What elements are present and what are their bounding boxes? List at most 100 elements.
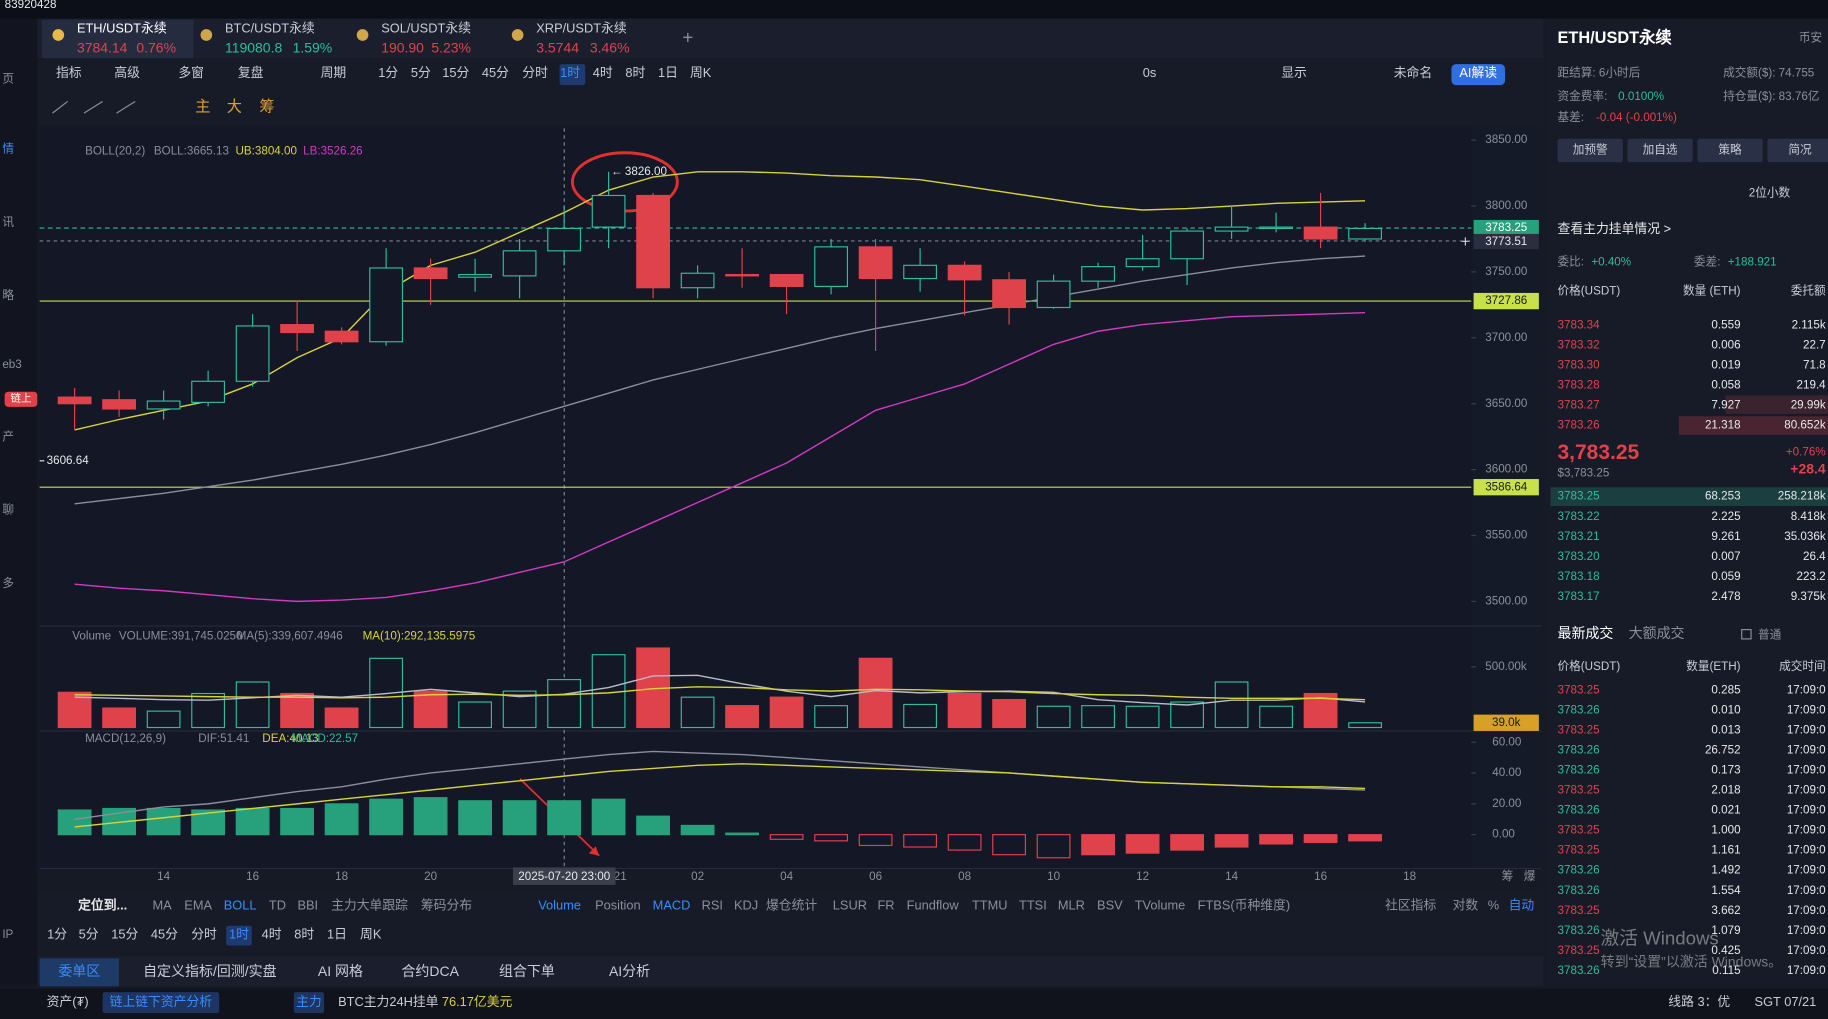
period[interactable]: 15分 bbox=[111, 926, 138, 941]
tab-name[interactable]: BTC/USDT永续 bbox=[225, 21, 315, 36]
draw-tool[interactable]: 主 bbox=[195, 98, 210, 115]
period-active[interactable] bbox=[559, 64, 586, 86]
sub-indicator[interactable]: Volume bbox=[538, 897, 581, 912]
sub-indicator[interactable]: RSI bbox=[702, 897, 723, 912]
active-bottom-tab[interactable] bbox=[39, 958, 119, 987]
toolbar-item[interactable]: 15分 bbox=[442, 65, 469, 80]
draw-tool[interactable]: 筹 bbox=[259, 98, 274, 115]
bottom-tab[interactable]: 委单区 bbox=[58, 963, 100, 979]
sidebar-label[interactable]: 讯 bbox=[2, 216, 14, 229]
label[interactable]: 最新成交 bbox=[1558, 625, 1614, 641]
main-indicator[interactable]: BOLL bbox=[224, 897, 257, 912]
indicator-option[interactable]: % bbox=[1488, 897, 1499, 912]
indicator-option[interactable]: 自动 bbox=[1509, 897, 1535, 912]
toolbar-item[interactable]: 指标 bbox=[56, 65, 82, 80]
draw-icon[interactable] bbox=[52, 101, 68, 114]
period[interactable]: 5分 bbox=[79, 926, 99, 941]
sub-indicator[interactable]: Fundflow bbox=[907, 897, 960, 912]
add-tab[interactable]: + bbox=[682, 26, 693, 47]
bottom-tab[interactable]: AI 网格 bbox=[318, 963, 363, 979]
period[interactable]: 1时 bbox=[229, 926, 249, 941]
toolbar-item[interactable]: 45分 bbox=[482, 65, 509, 80]
sub-indicator[interactable]: Position bbox=[595, 897, 641, 912]
sub-indicator[interactable]: KDJ bbox=[734, 897, 758, 912]
bottom-tab[interactable]: 自定义指标/回测/实盘 bbox=[143, 963, 277, 979]
toolbar-item[interactable]: 多窗 bbox=[178, 65, 204, 80]
period[interactable]: 4时 bbox=[262, 926, 282, 941]
toolbar-item[interactable]: 1分 bbox=[378, 65, 398, 80]
checkbox[interactable] bbox=[1741, 628, 1752, 640]
sub-indicator[interactable]: BSV bbox=[1097, 897, 1123, 912]
panel-button-label[interactable]: 加预警 bbox=[1573, 143, 1608, 157]
bottom-tab[interactable]: AI分析 bbox=[609, 963, 650, 979]
sub-indicator[interactable]: TVolume bbox=[1135, 897, 1186, 912]
label[interactable]: 大额成交 bbox=[1629, 625, 1685, 641]
main-indicator[interactable]: TD bbox=[269, 897, 286, 912]
draw-icon[interactable] bbox=[116, 100, 136, 114]
toolbar-item[interactable]: 5分 bbox=[411, 65, 431, 80]
toolbar-right[interactable]: 0s bbox=[1143, 65, 1157, 80]
period[interactable]: 45分 bbox=[151, 926, 178, 941]
toolbar-item[interactable]: 1时 bbox=[560, 65, 580, 80]
period[interactable]: 8时 bbox=[294, 926, 314, 941]
toolbar-right[interactable]: 显示 bbox=[1281, 65, 1307, 80]
panel-button-label[interactable]: 加自选 bbox=[1643, 144, 1678, 157]
panel-button[interactable] bbox=[1697, 138, 1763, 163]
sub-indicator[interactable]: FR bbox=[877, 897, 894, 912]
toolbar-right[interactable]: AI解读 bbox=[1459, 65, 1497, 80]
period-active[interactable] bbox=[226, 925, 252, 946]
sidebar-label[interactable]: 略 bbox=[2, 288, 14, 302]
panel-button[interactable] bbox=[1627, 138, 1693, 163]
panel-button[interactable] bbox=[1557, 138, 1623, 163]
main-indicator[interactable]: MA bbox=[152, 897, 172, 912]
sidebar-label[interactable]: eb3 bbox=[2, 358, 21, 371]
sub-indicator[interactable]: TTMU bbox=[972, 897, 1008, 912]
analysis-badge[interactable] bbox=[102, 992, 220, 1014]
tab-name[interactable]: XRP/USDT永续 bbox=[536, 21, 627, 36]
sub-indicator[interactable]: FTBS(币种维度) bbox=[1198, 897, 1291, 912]
toolbar-item[interactable]: 8时 bbox=[625, 65, 645, 80]
label[interactable]: 链上链下资产分析 bbox=[110, 994, 213, 1009]
sub-indicator[interactable]: 爆仓统计 bbox=[766, 897, 817, 912]
toolbar-item[interactable]: 复盘 bbox=[238, 65, 264, 80]
panel-button[interactable] bbox=[1767, 138, 1828, 163]
draw-icon[interactable] bbox=[83, 100, 103, 114]
main-badge[interactable] bbox=[293, 992, 325, 1014]
period[interactable]: 分时 bbox=[191, 926, 217, 941]
toolbar-item[interactable]: 高级 bbox=[114, 65, 140, 80]
sub-indicator[interactable]: MLR bbox=[1058, 897, 1085, 912]
period[interactable]: 1分 bbox=[47, 926, 67, 941]
bottom-tab[interactable]: 合约DCA bbox=[401, 963, 459, 979]
sidebar-label[interactable]: IP bbox=[2, 928, 13, 941]
indicator-option[interactable]: 对数 bbox=[1453, 897, 1479, 912]
ai-button[interactable] bbox=[1451, 64, 1506, 86]
toolbar-item[interactable]: 4时 bbox=[593, 65, 613, 80]
tab-name[interactable]: ETH/USDT永续 bbox=[77, 21, 167, 36]
main-indicator[interactable]: BBI bbox=[297, 897, 318, 912]
bottom-tab[interactable]: 组合下单 bbox=[499, 963, 555, 979]
draw-tool[interactable]: 大 bbox=[227, 98, 242, 115]
sidebar-label[interactable]: 聊 bbox=[2, 503, 14, 517]
sidebar-label[interactable]: 页 bbox=[2, 72, 14, 85]
tab-name[interactable]: SOL/USDT永续 bbox=[381, 21, 471, 36]
sidebar-label[interactable]: 多 bbox=[2, 576, 14, 590]
sub-indicator[interactable]: MACD bbox=[653, 897, 691, 912]
period[interactable]: 周K bbox=[360, 926, 382, 941]
toolbar-item[interactable]: 分时 bbox=[522, 65, 548, 80]
main-indicator[interactable]: 筹码分布 bbox=[421, 897, 472, 912]
sub-indicator[interactable]: LSUR bbox=[833, 897, 867, 912]
toolbar-item[interactable]: 1日 bbox=[658, 65, 678, 80]
sub-indicator[interactable]: TTSI bbox=[1019, 897, 1047, 912]
main-indicator[interactable]: EMA bbox=[184, 897, 212, 912]
active-tab[interactable] bbox=[41, 19, 194, 59]
sidebar-label[interactable]: 情 bbox=[2, 142, 14, 155]
sidebar-label[interactable]: 产 bbox=[2, 429, 14, 443]
toolbar-right[interactable]: 未命名 bbox=[1394, 65, 1432, 80]
toolbar-item[interactable]: 周K bbox=[690, 65, 712, 80]
period[interactable]: 1日 bbox=[327, 926, 347, 941]
toolbar-item[interactable]: 周期 bbox=[321, 65, 347, 80]
panel-button-label[interactable]: 简况 bbox=[1788, 143, 1812, 157]
indicator-option[interactable]: 社区指标 bbox=[1385, 897, 1436, 912]
main-indicator[interactable]: 主力大单跟踪 bbox=[331, 897, 408, 912]
panel-button-label[interactable]: 策略 bbox=[1718, 143, 1742, 157]
